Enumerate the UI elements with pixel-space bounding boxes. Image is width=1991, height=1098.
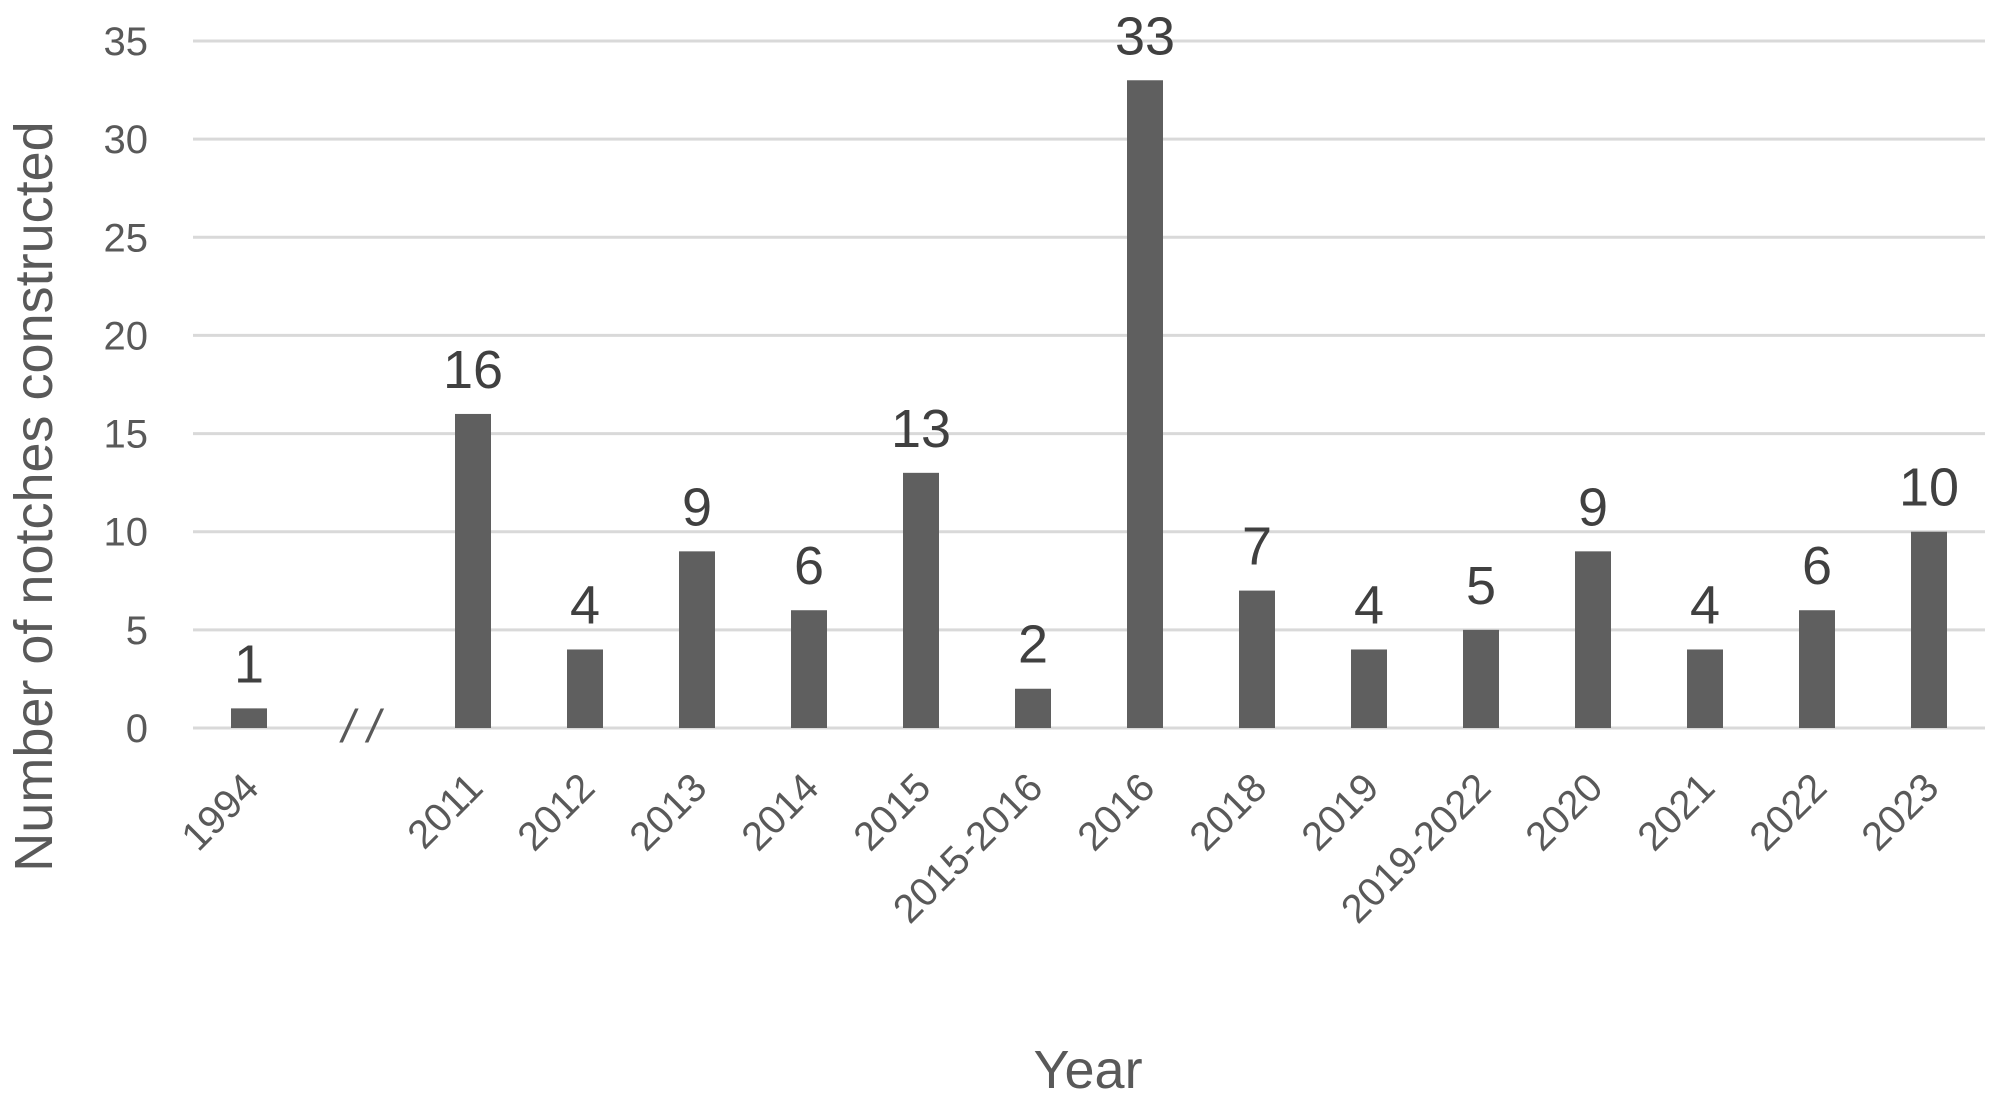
bar <box>679 551 715 728</box>
x-tick-label: 2014 <box>733 765 827 859</box>
bar <box>1015 688 1051 728</box>
x-tick-label: 2022 <box>1741 765 1835 859</box>
x-tick-label: 1994 <box>173 765 267 859</box>
bar <box>1463 629 1499 728</box>
bar <box>1911 531 1947 728</box>
y-tick-label: 25 <box>104 216 149 260</box>
bar <box>1239 590 1275 728</box>
x-tick-label: 2015 <box>845 765 939 859</box>
y-tick-label: 10 <box>104 511 149 555</box>
data-label: 7 <box>1242 517 1272 577</box>
data-label: 9 <box>682 477 712 537</box>
data-label: 10 <box>1899 458 1959 518</box>
data-label: 4 <box>1354 575 1384 635</box>
axis-break-marker: / / <box>339 700 385 752</box>
gridlines <box>193 39 1985 730</box>
x-tick-label: 2023 <box>1853 765 1947 859</box>
x-tick-label: 2016 <box>1069 765 1163 859</box>
y-tick-label: 0 <box>126 707 148 751</box>
y-tick-label: 15 <box>104 413 149 457</box>
bar <box>1127 80 1163 728</box>
y-tick-label: 35 <box>104 20 149 64</box>
bar <box>791 610 827 728</box>
x-tick-label: 2013 <box>621 765 715 859</box>
x-tick-label: 2011 <box>399 765 491 857</box>
bars <box>231 80 1947 728</box>
bar <box>567 649 603 728</box>
bar <box>903 472 939 728</box>
data-label: 6 <box>794 536 824 596</box>
data-label: 4 <box>1690 575 1720 635</box>
y-tick-label: 20 <box>104 314 149 358</box>
x-tick-label: 2021 <box>1629 765 1723 859</box>
data-label: 5 <box>1466 556 1496 616</box>
y-tick-label: 5 <box>126 609 148 653</box>
data-label: 6 <box>1802 536 1832 596</box>
x-axis-title: Year <box>1033 1040 1142 1098</box>
y-axis-ticks: 0 5 10 15 20 25 30 35 <box>104 20 149 751</box>
bar <box>231 708 267 728</box>
data-label: 1 <box>234 634 264 694</box>
bar <box>1575 551 1611 728</box>
data-labels: 1 16 4 9 6 13 2 33 7 4 5 9 4 6 10 <box>234 6 1959 694</box>
data-label: 4 <box>570 575 600 635</box>
y-tick-label: 30 <box>104 118 149 162</box>
x-tick-label: 2019 <box>1293 765 1387 859</box>
bar <box>1351 649 1387 728</box>
x-tick-label: 2012 <box>509 765 603 859</box>
bar <box>1687 649 1723 728</box>
y-axis-title: Number of notches constructed <box>4 121 64 871</box>
x-tick-label: 2018 <box>1181 765 1275 859</box>
x-tick-label: 2020 <box>1517 765 1611 859</box>
bar <box>455 413 491 728</box>
data-label: 9 <box>1578 477 1608 537</box>
data-label: 33 <box>1115 6 1175 66</box>
bar <box>1799 610 1835 728</box>
data-label: 16 <box>443 340 503 400</box>
data-label: 2 <box>1018 615 1048 675</box>
data-label: 13 <box>891 399 951 459</box>
